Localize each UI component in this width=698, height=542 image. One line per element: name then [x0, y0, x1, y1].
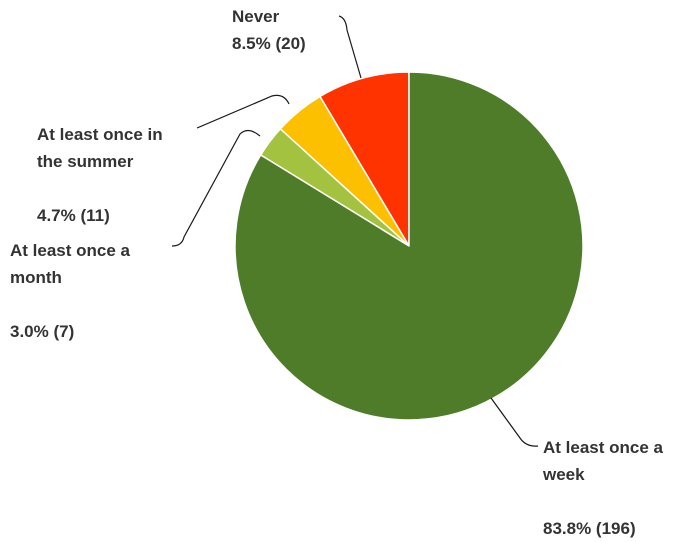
label-summer-name-line1: At least once in	[37, 125, 163, 144]
label-summer: At least once in the summer 4.7% (11)	[37, 125, 163, 225]
pie-slices	[234, 71, 584, 421]
leader-line-never	[338, 15, 362, 79]
label-month-name-line2: month	[10, 268, 62, 287]
pie-slice-0	[319, 71, 410, 247]
label-never: Never 8.5% (20)	[232, 7, 306, 53]
label-month-value: 3.0% (7)	[10, 322, 74, 341]
label-week-name-line1: At least once a	[543, 438, 664, 457]
label-month-name-line1: At least once a	[10, 241, 131, 260]
leader-line-summer	[196, 94, 290, 129]
leader-line-month	[171, 129, 261, 247]
label-week: At least once a week 83.8% (196)	[542, 438, 664, 538]
label-never-name: Never	[232, 7, 280, 26]
label-summer-name-line2: the summer	[37, 152, 134, 171]
label-summer-value: 4.7% (11)	[37, 206, 110, 225]
label-week-name-line2: week	[542, 465, 585, 484]
pie-slice-3	[234, 71, 584, 421]
leader-line-week	[490, 397, 539, 447]
label-week-value: 83.8% (196)	[543, 519, 636, 538]
label-month: At least once a month 3.0% (7)	[10, 241, 131, 341]
label-never-value: 8.5% (20)	[232, 34, 306, 53]
